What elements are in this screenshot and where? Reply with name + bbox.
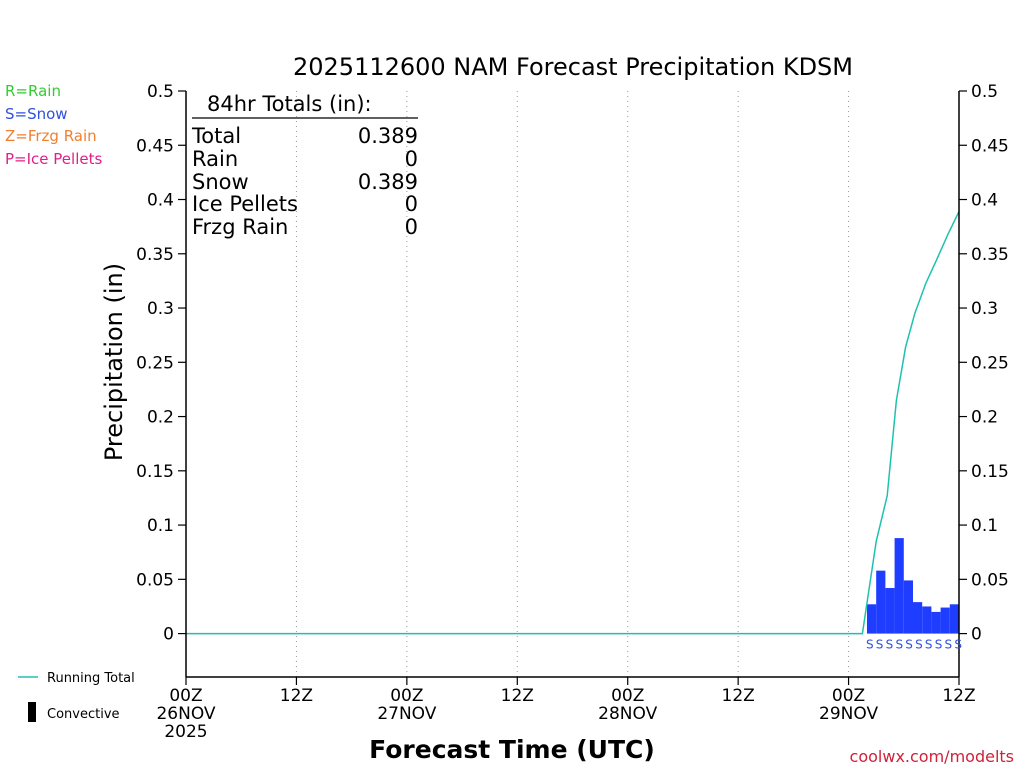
bar-snow-9 (949, 604, 959, 634)
y-tick-label-left-8: 0.4 (147, 191, 174, 211)
x-tick-label-2-line1: 00Z (390, 686, 423, 706)
snow-bars (866, 538, 959, 634)
bar-snow-7 (931, 611, 941, 634)
legend-ice-pellets: P=Ice Pellets (5, 150, 102, 168)
totals-box: 84hr Totals (in): Total 0.389 Rain 0 Sno… (191, 92, 418, 239)
y-tick-label-left-2: 0.1 (147, 516, 174, 536)
x-tick-label-7-line1: 12Z (942, 686, 975, 706)
precip-type-marks: SSSSSSSSSS (866, 638, 962, 652)
totals-label-ice-pellets: Ice Pellets (192, 192, 298, 216)
y-tick-label-right-5: 0.25 (971, 353, 1009, 373)
totals-value-total: 0.389 (358, 124, 418, 148)
legend-convective: Convective (47, 707, 120, 722)
bar-snow-1 (876, 570, 886, 634)
x-tick-label-6-line2: 29NOV (819, 704, 878, 724)
totals-label-rain: Rain (192, 147, 238, 171)
y-tick-label-right-3: 0.15 (971, 462, 1009, 482)
x-tick-label-0-line2: 26NOV (156, 704, 215, 724)
x-tick-label-1-line1: 12Z (280, 686, 313, 706)
y-tick-label-left-3: 0.15 (136, 462, 174, 482)
bottom-legend: Running Total Convective (18, 671, 135, 722)
y-tick-label-right-6: 0.3 (971, 299, 998, 319)
y-tick-label-left-9: 0.45 (136, 136, 174, 156)
totals-value-rain: 0 (405, 147, 418, 171)
totals-label-snow: Snow (192, 170, 249, 194)
y-tick-label-left-1: 0.05 (136, 570, 174, 590)
x-axis-label: Forecast Time (UTC) (369, 735, 655, 764)
x-tick-label-2-line2: 27NOV (377, 704, 436, 724)
footer-credit: coolwx.com/modelts (850, 747, 1014, 766)
x-tick-label-6-line1: 00Z (832, 686, 865, 706)
legend-rain: R=Rain (5, 82, 61, 100)
y-tick-label-right-2: 0.1 (971, 516, 998, 536)
y-tick-label-left-10: 0.5 (147, 82, 174, 102)
y-tick-label-right-0: 0 (971, 625, 982, 645)
running-total-path (186, 211, 960, 635)
x-tick-label-0-line3: 2025 (164, 722, 207, 742)
legend-frzg-rain: Z=Frzg Rain (5, 127, 97, 145)
totals-value-snow: 0.389 (358, 170, 418, 194)
legend-snow: S=Snow (5, 105, 68, 123)
y-tick-label-right-8: 0.4 (971, 191, 998, 211)
x-tick-label-0-line1: 00Z (169, 686, 202, 706)
x-tick-label-5-line1: 12Z (722, 686, 755, 706)
bar-snow-0 (866, 604, 877, 634)
legend-running-total: Running Total (47, 671, 135, 686)
type-legend: R=Rain S=Snow Z=Frzg Rain P=Ice Pellets (5, 82, 102, 168)
bar-snow-8 (940, 607, 950, 634)
bar-snow-2 (885, 588, 895, 634)
axes (185, 91, 960, 678)
running-total-line (186, 211, 960, 635)
x-tick-label-4-line2: 28NOV (598, 704, 657, 724)
y-tick-label-left-6: 0.3 (147, 299, 174, 319)
y-ticks-right: 0 0.05 0.1 0.15 0.2 0.25 0.3 0.35 0.4 0.45 0.5 (959, 82, 1009, 645)
totals-label-total: Total (191, 124, 241, 148)
y-tick-label-left-0: 0 (163, 625, 174, 645)
bar-snow-5 (912, 602, 923, 634)
totals-value-ice-pellets: 0 (405, 192, 418, 216)
convective-swatch (28, 702, 36, 722)
bar-snow-6 (922, 606, 932, 634)
totals-value-frzg-rain: 0 (405, 215, 418, 239)
x-tick-label-3-line1: 12Z (501, 686, 534, 706)
x-tick-label-4-line1: 00Z (611, 686, 644, 706)
y-tick-label-right-1: 0.05 (971, 570, 1009, 590)
y-tick-label-right-10: 0.5 (971, 82, 998, 102)
y-tick-label-left-4: 0.2 (147, 408, 174, 428)
y-tick-label-right-7: 0.35 (971, 245, 1009, 265)
y-ticks-left: 0 0.05 0.1 0.15 0.2 0.25 0.3 0.35 0.4 0.45 0.5 (136, 82, 186, 645)
y-tick-label-right-9: 0.45 (971, 136, 1009, 156)
totals-header: 84hr Totals (in): (207, 92, 372, 116)
y-tick-label-left-5: 0.25 (136, 353, 174, 373)
totals-label-frzg-rain: Frzg Rain (192, 215, 288, 239)
y-axis-label: Precipitation (in) (100, 263, 128, 461)
bar-snow-4 (903, 580, 913, 634)
bar-snow-3 (894, 538, 904, 634)
chart-title: 2025112600 NAM Forecast Precipitation KD… (293, 53, 853, 81)
y-tick-label-left-7: 0.35 (136, 245, 174, 265)
y-tick-label-right-4: 0.2 (971, 408, 998, 428)
